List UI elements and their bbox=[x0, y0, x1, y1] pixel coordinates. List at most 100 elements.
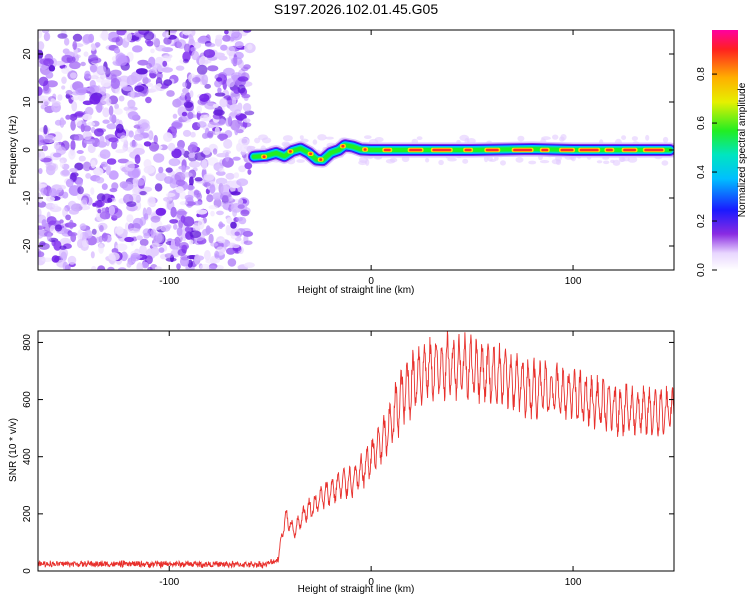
noise-blob bbox=[190, 47, 197, 52]
colorbar-tick-label: 0.2 bbox=[696, 214, 707, 228]
noise-blob bbox=[156, 83, 162, 88]
noise-blob bbox=[61, 85, 66, 90]
noise-blob bbox=[42, 30, 50, 34]
noise-blob bbox=[224, 203, 230, 209]
noise-blob bbox=[172, 113, 178, 119]
noise-blob bbox=[202, 182, 211, 187]
noise-blob bbox=[122, 86, 133, 92]
noise-blob bbox=[175, 179, 186, 186]
noise-blob bbox=[241, 93, 251, 99]
noise-blob bbox=[174, 236, 181, 247]
noise-blob bbox=[230, 56, 243, 66]
noise-blob bbox=[189, 90, 194, 98]
noise-blob bbox=[282, 135, 293, 142]
noise-blob bbox=[204, 102, 217, 110]
noise-blob bbox=[182, 81, 188, 88]
noise-blob bbox=[155, 172, 167, 182]
noise-blob bbox=[113, 108, 123, 115]
noise-blob bbox=[93, 167, 104, 176]
noise-blob bbox=[230, 119, 241, 131]
noise-blob bbox=[226, 78, 235, 88]
noise-blob bbox=[234, 109, 242, 116]
noise-blob bbox=[74, 162, 84, 171]
spectrogram-xtick-label: -100 bbox=[159, 276, 179, 287]
noise-blob bbox=[124, 222, 130, 232]
noise-blob bbox=[163, 132, 173, 143]
noise-blob bbox=[82, 100, 93, 106]
noise-blob bbox=[217, 238, 226, 244]
noise-blob bbox=[84, 106, 94, 116]
noise-blob bbox=[166, 90, 175, 97]
noise-blob bbox=[317, 134, 327, 141]
noise-blob bbox=[116, 30, 127, 36]
noise-blob bbox=[144, 255, 153, 265]
noise-blob bbox=[244, 262, 255, 268]
noise-blob bbox=[296, 159, 305, 163]
noise-blob bbox=[91, 265, 97, 270]
noise-blob bbox=[150, 48, 155, 54]
noise-blob bbox=[68, 208, 79, 215]
noise-blob bbox=[213, 109, 225, 116]
noise-blob bbox=[147, 266, 153, 270]
noise-blob bbox=[58, 247, 69, 259]
noise-blob bbox=[243, 30, 252, 33]
noise-blob bbox=[101, 232, 108, 242]
noise-blob bbox=[136, 68, 148, 75]
noise-blob bbox=[603, 160, 610, 165]
noise-blob bbox=[560, 134, 567, 141]
noise-blob bbox=[89, 64, 98, 73]
noise-blob bbox=[109, 69, 122, 77]
noise-blob bbox=[199, 93, 210, 102]
noise-blob bbox=[159, 55, 172, 63]
noise-blob bbox=[77, 229, 83, 241]
signal-hotspot-core bbox=[319, 158, 323, 161]
noise-blob bbox=[133, 133, 144, 141]
noise-blob bbox=[65, 178, 74, 188]
noise-blob bbox=[425, 157, 430, 163]
noise-blob bbox=[69, 168, 78, 173]
noise-blob bbox=[552, 134, 559, 140]
noise-blob bbox=[96, 65, 107, 76]
snr-ytick-label: 200 bbox=[22, 505, 33, 522]
colorbar-tick-label: 0.0 bbox=[696, 263, 707, 277]
noise-blob bbox=[528, 160, 537, 165]
signal-hotspot-core bbox=[363, 148, 367, 151]
noise-blob bbox=[196, 209, 208, 215]
noise-blob bbox=[240, 122, 252, 128]
noise-blob bbox=[167, 142, 176, 152]
noise-blob bbox=[142, 228, 151, 236]
noise-blob bbox=[82, 33, 93, 44]
snr-axes: -100 0 100 0 200 400 600 800 bbox=[22, 331, 674, 588]
noise-blob bbox=[88, 75, 99, 80]
noise-blob bbox=[244, 162, 253, 170]
noise-blob bbox=[184, 201, 196, 207]
noise-blob bbox=[223, 138, 233, 149]
noise-blob bbox=[204, 42, 216, 48]
noise-blob bbox=[150, 215, 161, 223]
noise-blob bbox=[312, 139, 318, 145]
noise-blob bbox=[184, 194, 194, 201]
noise-blob bbox=[115, 36, 124, 46]
noise-blob bbox=[77, 239, 84, 249]
noise-blob bbox=[199, 114, 209, 122]
snr-xtick-label: -100 bbox=[159, 577, 179, 588]
noise-blob bbox=[43, 86, 50, 94]
noise-blob bbox=[551, 159, 561, 165]
noise-blob bbox=[59, 237, 71, 246]
noise-blob bbox=[108, 205, 116, 216]
noise-blob bbox=[168, 158, 181, 167]
noise-blob bbox=[145, 96, 152, 104]
noise-blob bbox=[117, 267, 127, 270]
spectrogram-signal-track bbox=[246, 137, 674, 168]
noise-blob bbox=[38, 150, 46, 161]
noise-blob bbox=[216, 77, 223, 82]
noise-blob bbox=[176, 227, 183, 237]
noise-blob bbox=[627, 156, 638, 163]
noise-blob bbox=[158, 247, 165, 253]
noise-blob bbox=[631, 136, 639, 141]
signal-hotspot-core bbox=[560, 148, 574, 152]
noise-blob bbox=[212, 103, 219, 108]
noise-blob bbox=[196, 64, 208, 75]
noise-blob bbox=[38, 251, 45, 258]
